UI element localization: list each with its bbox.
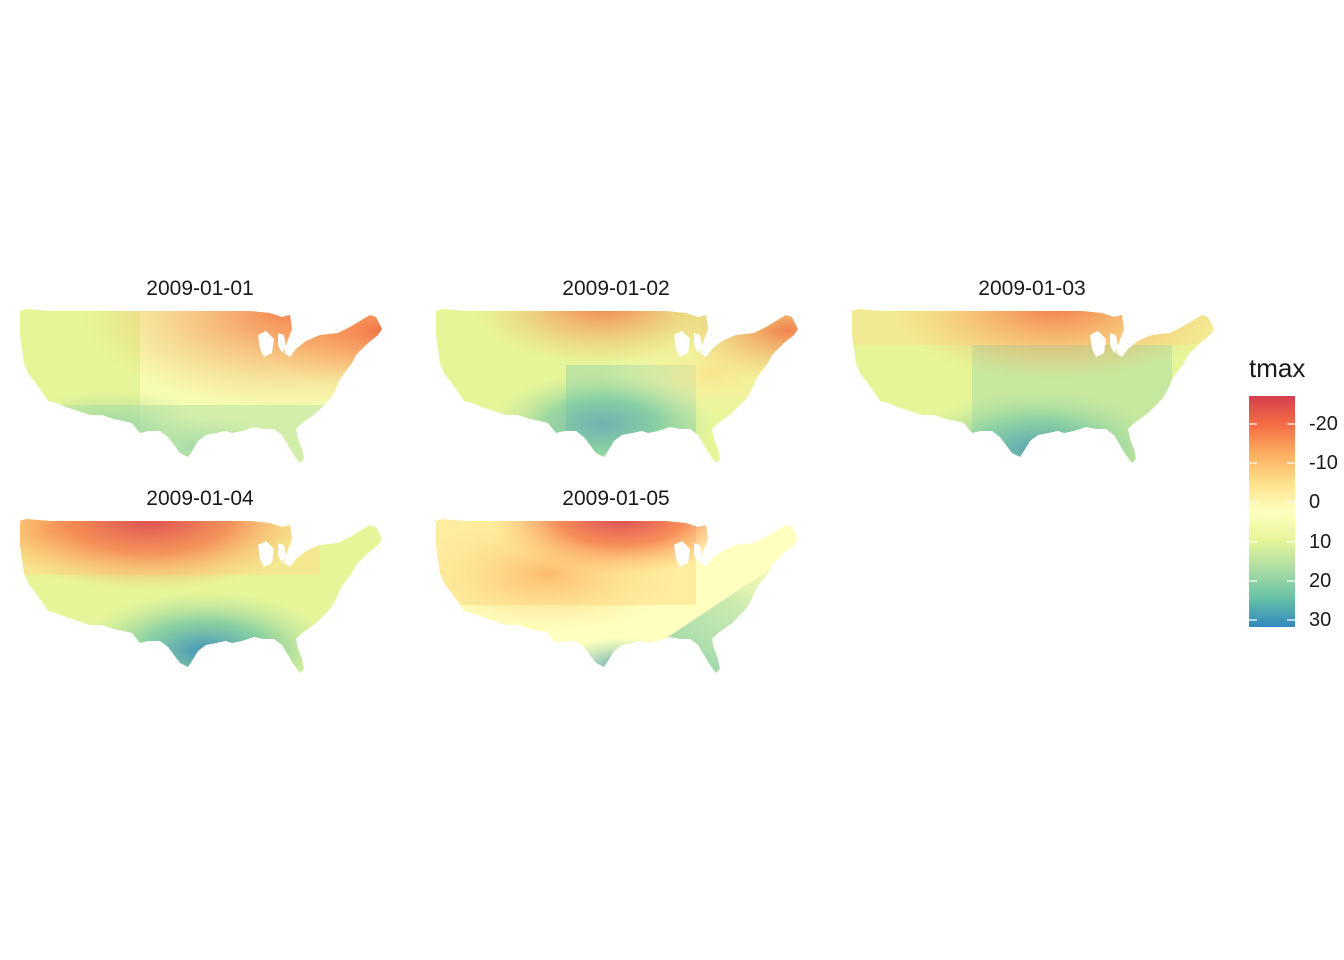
legend-label: -20 [1309,413,1338,435]
us-map-raster [436,309,798,463]
panel-title: 2009-01-01 [146,277,254,300]
legend-label: -10 [1309,452,1338,474]
color-legend: tmax -20 -10 0 10 20 [1240,350,1344,640]
panel-title: 2009-01-04 [146,487,254,510]
map-panel-2009-01-04: 2009-01-04 [20,487,390,687]
map-panel-2009-01-05: 2009-01-05 [436,487,806,687]
legend-label: 10 [1309,531,1332,553]
panel-title: 2009-01-03 [978,277,1086,300]
us-map-raster [852,309,1214,463]
map-panel-2009-01-03: 2009-01-03 [852,277,1222,477]
us-map-raster [20,309,382,463]
legend-label: 30 [1309,609,1332,631]
us-map-raster [436,519,798,673]
map-panel-2009-01-01: 2009-01-01 [20,277,390,477]
panel-title: 2009-01-05 [562,487,670,510]
panel-title: 2009-01-02 [562,277,670,300]
legend-label: 0 [1309,491,1321,513]
us-map-raster [20,519,382,673]
legend-title: tmax [1249,353,1306,383]
map-panel-2009-01-02: 2009-01-02 [436,277,806,477]
legend-label: 20 [1309,570,1332,592]
legend-colorbar [1249,396,1295,627]
